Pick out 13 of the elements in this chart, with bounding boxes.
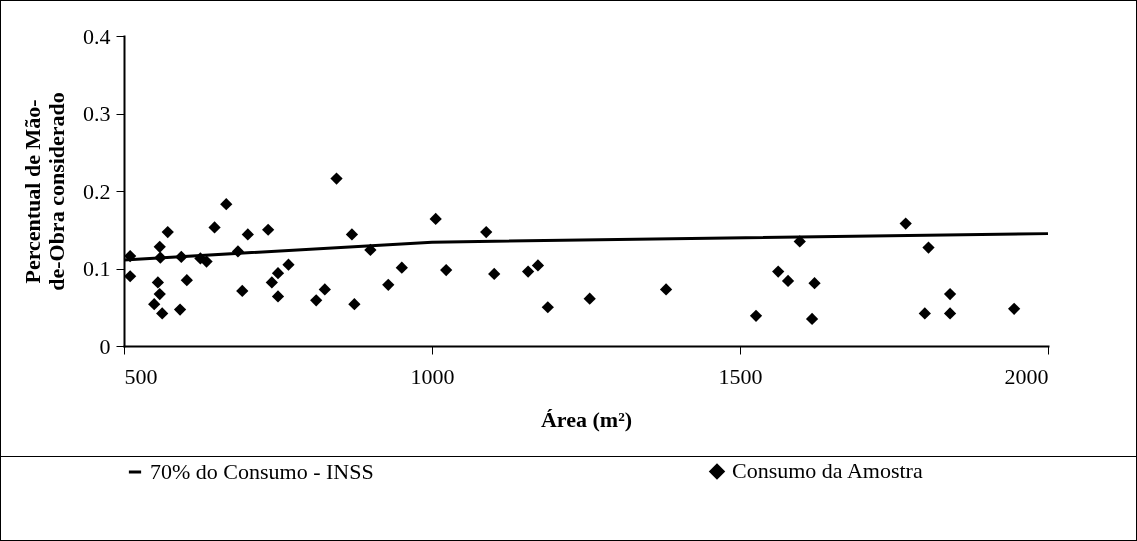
y-tick-label: 0.2 (83, 178, 111, 204)
x-tick-label: 1500 (718, 363, 763, 389)
x-axis-title: Área (m²) (540, 406, 633, 432)
legend-label: 70% do Consumo - INSS (150, 459, 374, 484)
x-tick-label: 2000 (1004, 363, 1049, 389)
y-tick-label: 0 (99, 333, 111, 359)
legend-label: Consumo da Amostra (732, 458, 923, 484)
y-tick-label: 0.1 (83, 256, 111, 281)
y-axis-title: Percentual de Mão-de-Obra considerado (20, 92, 69, 291)
x-tick-label: 1000 (410, 363, 455, 389)
x-tick-label: 500 (124, 363, 158, 389)
y-tick-label: 0.4 (83, 23, 111, 49)
y-tick-label: 0.3 (83, 101, 111, 126)
